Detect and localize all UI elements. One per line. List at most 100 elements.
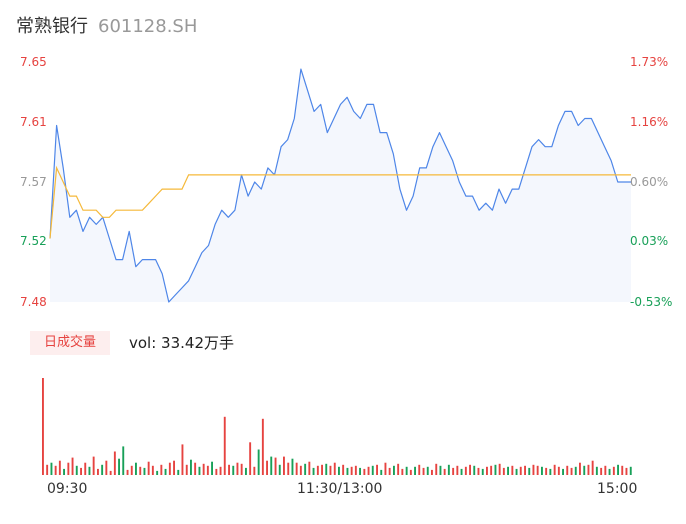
volume-bar — [574, 466, 577, 475]
volume-bar — [595, 466, 598, 475]
volume-bar — [308, 461, 311, 475]
volume-bar — [481, 468, 484, 475]
volume-bar — [185, 464, 188, 475]
volume-bar — [291, 458, 294, 475]
volume-bar — [58, 460, 61, 475]
volume-bar — [139, 466, 142, 475]
volume-bar — [181, 444, 184, 475]
volume-bar — [50, 462, 53, 475]
volume-bar — [329, 465, 332, 475]
volume-bar — [583, 465, 586, 475]
volume-bar — [612, 466, 615, 475]
volume-bar — [101, 464, 104, 475]
volume-bar — [486, 466, 488, 475]
stock-title: 常熟银行 601128.SH — [16, 12, 197, 38]
volume-bar — [414, 466, 416, 475]
y-tick-percent: 0.03% — [630, 234, 669, 248]
volume-bar — [219, 466, 222, 475]
volume-bar — [439, 465, 442, 475]
volume-bar — [350, 466, 353, 475]
y-tick-percent: -0.53% — [630, 295, 673, 309]
volume-bar — [587, 464, 590, 475]
volume-bar — [367, 466, 370, 475]
volume-bar — [92, 456, 95, 475]
volume-bar — [71, 457, 74, 475]
volume-bar — [88, 466, 91, 475]
volume-bar — [515, 468, 518, 475]
volume-bar — [295, 462, 298, 475]
volume-bar — [232, 465, 235, 475]
y-tick-percent: 0.60% — [630, 175, 669, 189]
volume-bar — [206, 465, 209, 475]
volume-bar — [151, 465, 154, 475]
volume-bar — [143, 467, 146, 475]
volume-bar — [63, 468, 65, 475]
volume-bar — [325, 463, 328, 475]
volume-bar — [249, 442, 252, 475]
volume-bar — [346, 467, 349, 475]
volume-bar — [541, 466, 543, 475]
volume-bar — [469, 464, 471, 475]
volume-bar — [198, 466, 201, 475]
volume-bar — [236, 462, 239, 475]
volume-bar — [566, 465, 569, 475]
volume-bar — [460, 468, 463, 475]
y-tick-price: 7.52 — [20, 234, 47, 248]
volume-bar — [359, 467, 361, 475]
volume-bar — [536, 465, 539, 475]
volume-bar — [118, 458, 120, 475]
volume-bar — [266, 460, 268, 475]
volume-bar — [177, 469, 180, 475]
volume-bar — [380, 469, 383, 475]
volume-bar — [287, 462, 290, 475]
volume-bar — [270, 456, 273, 475]
volume-bar — [426, 466, 429, 475]
volume-bar — [261, 418, 264, 475]
volume-bar — [579, 462, 581, 475]
volume-bar — [621, 465, 624, 475]
volume-bar — [354, 465, 357, 475]
volume-bar — [549, 468, 552, 475]
volume-bar — [130, 465, 133, 475]
volume-bar — [75, 465, 78, 475]
volume-bar — [545, 467, 548, 475]
volume-bar — [67, 462, 70, 475]
volume-bar — [363, 468, 366, 475]
volume-bar — [42, 378, 44, 475]
volume-bar — [194, 462, 197, 475]
volume-bar — [160, 464, 163, 475]
volume-bar — [338, 466, 340, 475]
stock-code: 601128.SH — [98, 16, 198, 37]
volume-bar — [617, 464, 619, 475]
y-tick-price: 7.48 — [20, 295, 47, 309]
volume-bar — [418, 464, 421, 475]
volume-bar — [524, 465, 526, 475]
price-area — [50, 69, 631, 302]
volume-bar — [456, 465, 459, 475]
volume-bar — [190, 459, 192, 475]
volume-bar — [304, 463, 307, 475]
volume-bar — [113, 451, 116, 475]
volume-bar — [211, 461, 213, 475]
volume-bar — [97, 468, 99, 475]
volume-bar — [228, 464, 230, 475]
volume-bar — [109, 470, 112, 475]
volume-bar — [342, 464, 345, 475]
average-line — [49, 165, 631, 239]
volume-bar — [223, 416, 226, 475]
y-tick-price: 7.65 — [20, 55, 47, 69]
volume-bar — [384, 462, 387, 475]
volume-bar — [321, 464, 323, 475]
volume-bar — [299, 465, 302, 475]
volume-bar — [604, 465, 607, 475]
y-tick-percent: 1.73% — [630, 55, 669, 69]
y-tick-percent: 1.16% — [630, 115, 669, 129]
volume-bar — [173, 460, 175, 475]
volume-bar — [156, 470, 159, 475]
volume-bar — [473, 465, 476, 475]
volume-bar — [215, 468, 218, 475]
volume-bar — [600, 467, 603, 475]
volume-bar — [257, 449, 260, 475]
volume-bar — [168, 462, 171, 475]
